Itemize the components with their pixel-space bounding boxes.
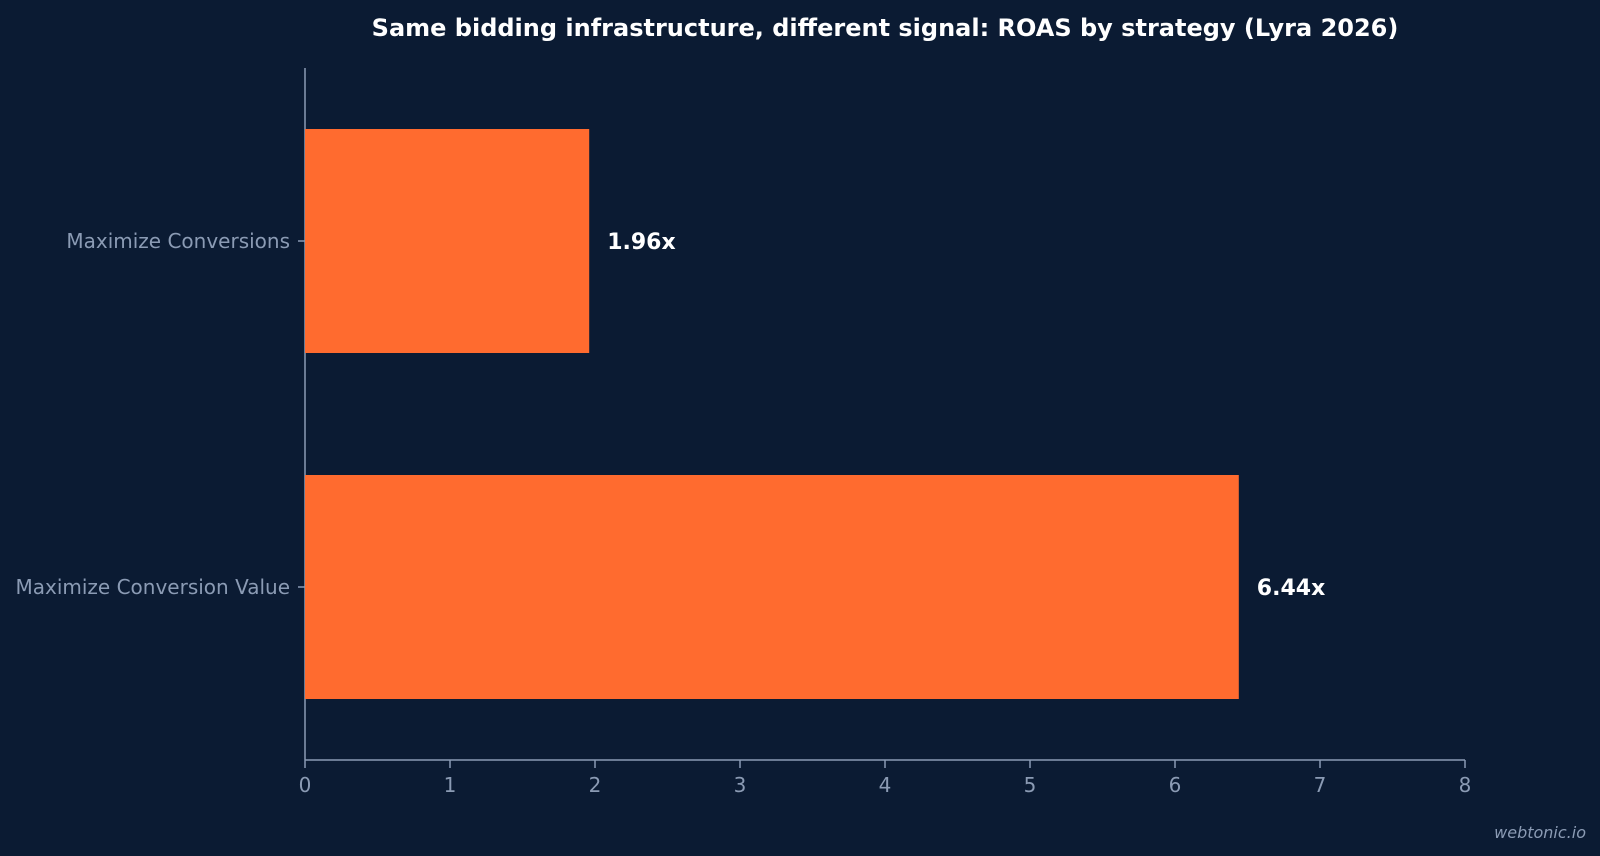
category-label: Maximize Conversion Value bbox=[15, 575, 290, 599]
plot-area: 0 1 2 3 4 5 6 7 8 Maximize Conversions 1.96x Maximi… bbox=[15, 68, 1471, 797]
watermark-text: webtonic.io bbox=[1494, 823, 1586, 842]
x-tick-label: 1 bbox=[444, 773, 457, 797]
x-tick-label: 0 bbox=[299, 773, 312, 797]
x-tick-label: 7 bbox=[1314, 773, 1327, 797]
bar-value-label: 6.44x bbox=[1257, 576, 1325, 601]
x-tick-label: 8 bbox=[1459, 773, 1472, 797]
bar-2 bbox=[305, 475, 1239, 699]
x-tick-label: 3 bbox=[734, 773, 747, 797]
chart-title: Same bidding infrastructure, different s… bbox=[372, 14, 1399, 42]
x-tick-label: 2 bbox=[589, 773, 602, 797]
bar-1 bbox=[305, 129, 590, 353]
x-tick-label: 4 bbox=[879, 773, 892, 797]
x-tick-label: 6 bbox=[1169, 773, 1182, 797]
category-label: Maximize Conversions bbox=[66, 229, 290, 253]
x-tick-label: 5 bbox=[1024, 773, 1037, 797]
bar-value-label: 1.96x bbox=[607, 230, 675, 255]
